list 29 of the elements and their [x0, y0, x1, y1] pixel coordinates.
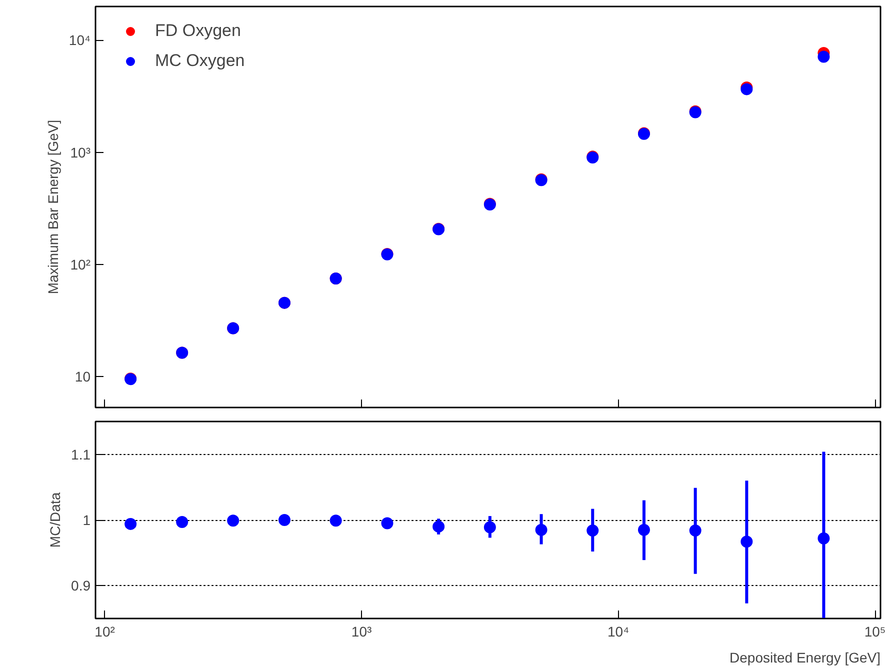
- point: [330, 514, 342, 527]
- y-tick-label: 1: [82, 512, 91, 528]
- y-tick-label: 10⁴: [68, 32, 91, 48]
- legend-label: FD Oxygen: [155, 21, 241, 41]
- point: [740, 536, 753, 548]
- x-axis-title: Deposited Energy [GeV]: [730, 650, 881, 666]
- y-axis-title: Maximum Bar Energy [GeV]: [44, 120, 61, 294]
- point: [432, 520, 445, 533]
- x-tick-label: 10⁵: [864, 624, 886, 640]
- point: [638, 524, 650, 536]
- point: [535, 524, 548, 536]
- y-tick-label: 0.9: [71, 578, 91, 594]
- y-tick-label: 1.1: [71, 446, 91, 462]
- legend-label: MC Oxygen: [155, 51, 245, 71]
- point: [689, 524, 702, 536]
- point: [278, 514, 290, 526]
- point: [586, 524, 599, 536]
- point: [484, 521, 496, 534]
- point: [227, 514, 240, 527]
- x-tick-label: 10⁴: [608, 624, 630, 640]
- y-axis-title: MC/Data: [47, 492, 64, 548]
- y-tick-label: 10: [74, 368, 91, 385]
- x-tick-label: 10³: [351, 624, 372, 640]
- x-tick-label: 10²: [94, 624, 116, 640]
- point: [381, 517, 394, 530]
- y-tick-label: 10²: [70, 256, 91, 272]
- y-tick-label: 10³: [70, 144, 91, 160]
- point: [124, 518, 137, 530]
- point: [176, 516, 188, 528]
